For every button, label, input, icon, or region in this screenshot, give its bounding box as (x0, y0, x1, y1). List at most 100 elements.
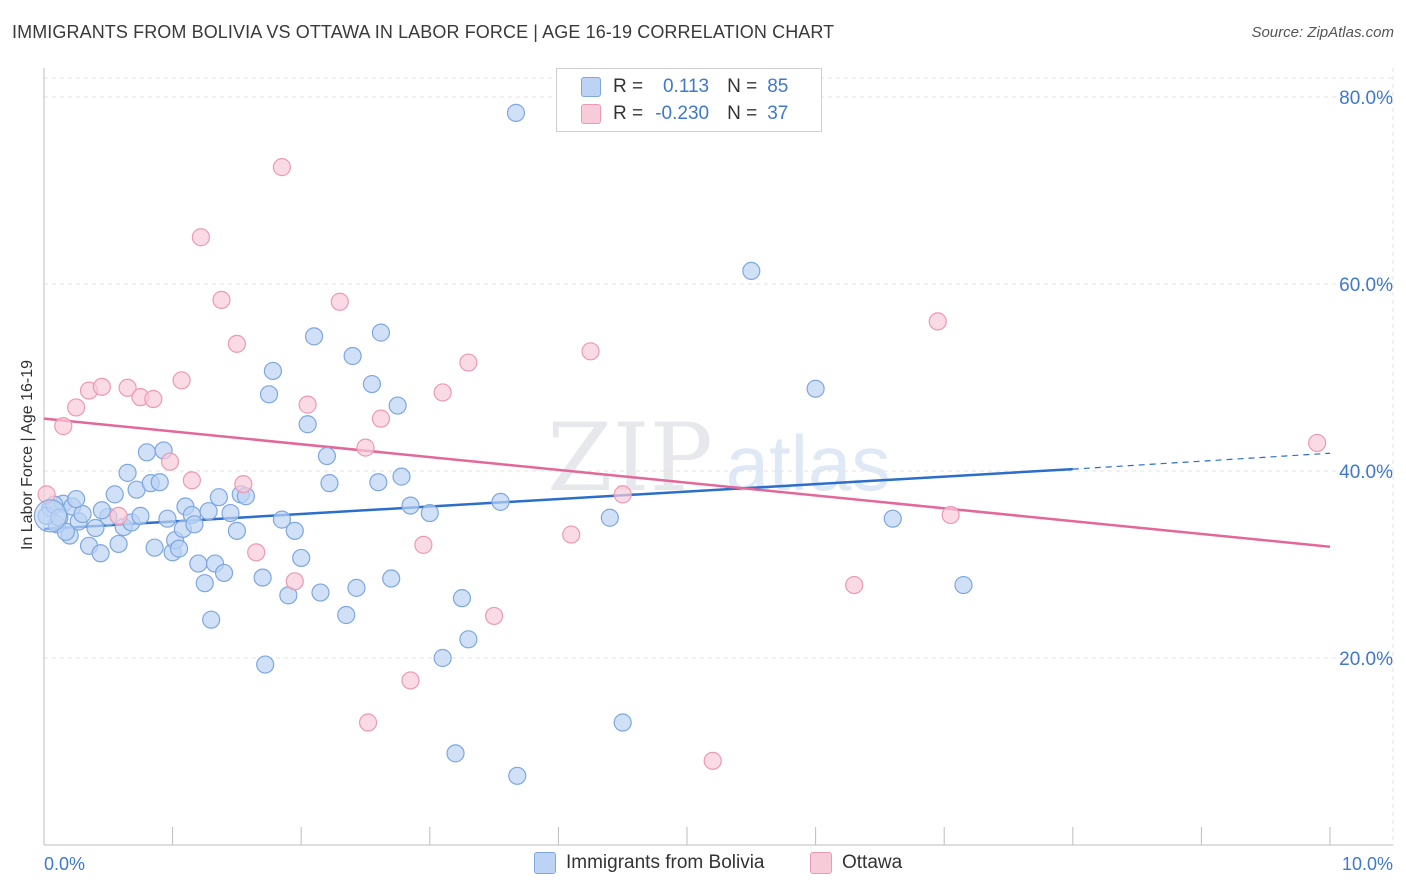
point-bolivia (199, 502, 218, 521)
legend-swatch-ottawa (581, 104, 601, 124)
r-value-ottawa: -0.230 (655, 103, 710, 124)
data-points (33, 103, 1327, 785)
point-bolivia (67, 489, 86, 509)
point-ottawa (401, 671, 420, 690)
trend-line-ottawa (43, 417, 1331, 548)
y-axis-label: In Labor Force | Age 16-19 (19, 359, 36, 551)
stats-row-ottawa: R = -0.230 N = 37 (581, 102, 788, 126)
point-ottawa (212, 290, 231, 309)
point-ottawa (92, 377, 111, 396)
point-bolivia (420, 503, 439, 523)
point-ottawa (298, 395, 317, 414)
point-ottawa (459, 353, 478, 372)
series-legend: Immigrants from Bolivia Ottawa (0, 852, 1406, 878)
legend-label-ottawa: Ottawa (842, 852, 903, 873)
point-bolivia (263, 361, 283, 381)
point-ottawa (928, 312, 947, 331)
point-bolivia (272, 510, 292, 529)
point-ottawa (703, 751, 722, 770)
point-ottawa (941, 505, 960, 525)
point-ottawa (272, 158, 292, 177)
point-bolivia-cluster (33, 499, 68, 533)
r-label: R = (613, 103, 644, 124)
n-value-ottawa: 37 (767, 103, 789, 124)
point-bolivia (202, 610, 221, 629)
point-bolivia (214, 563, 234, 583)
point-bolivia (392, 467, 411, 486)
point-ottawa (118, 378, 137, 397)
point-bolivia (600, 508, 619, 527)
trend-line-bolivia (43, 467, 1073, 531)
point-bolivia (446, 744, 465, 763)
legend-swatch-ottawa (810, 852, 832, 874)
point-ottawa (160, 452, 180, 471)
point-bolivia (292, 548, 311, 568)
point-bolivia (371, 323, 391, 342)
point-bolivia (227, 521, 246, 540)
point-bolivia (285, 521, 304, 540)
legend-swatch-bolivia (581, 77, 601, 97)
x-tick-labels: 0.0% 10.0% (44, 854, 1393, 874)
point-bolivia (209, 488, 228, 507)
stats-row-bolivia: R = 0.113 N = 85 (581, 75, 788, 99)
r-value-bolivia: 0.113 (662, 76, 710, 97)
point-ottawa (845, 575, 864, 595)
point-ottawa (356, 438, 375, 457)
point-bolivia (317, 446, 337, 466)
point-ottawa (172, 371, 191, 390)
y-tick-labels: 20.0% 40.0% 60.0% 80.0% (1339, 88, 1393, 670)
point-bolivia (259, 385, 279, 404)
point-bolivia (452, 589, 472, 608)
point-bolivia (298, 415, 317, 434)
point-bolivia (105, 485, 124, 504)
legend-item-ottawa[interactable]: Ottawa (810, 852, 902, 874)
point-bolivia (343, 346, 362, 366)
point-bolivia (91, 544, 110, 563)
point-bolivia (954, 575, 973, 595)
point-bolivia (86, 518, 105, 538)
point-bolivia (382, 569, 401, 588)
point-bolivia (433, 648, 452, 668)
point-bolivia (118, 463, 137, 482)
y-tick-label: 40.0% (1339, 462, 1393, 483)
point-ottawa (371, 409, 391, 428)
point-bolivia (131, 506, 150, 525)
axes (43, 68, 1394, 846)
point-bolivia (362, 374, 382, 394)
point-bolivia (320, 474, 339, 493)
gridlines (44, 77, 1393, 659)
point-ottawa (433, 383, 452, 402)
point-bolivia (253, 568, 272, 587)
point-ottawa (144, 389, 163, 409)
point-bolivia (109, 534, 128, 554)
point-bolivia (401, 496, 420, 515)
x-tick-label-min: 0.0% (44, 854, 85, 874)
point-ottawa (285, 572, 304, 591)
point-bolivia (150, 473, 169, 492)
point-bolivia (883, 509, 902, 528)
point-bolivia (145, 538, 164, 557)
point-ottawa (182, 471, 201, 490)
point-bolivia (506, 103, 526, 122)
watermark-atlas: atlas (726, 419, 891, 507)
point-bolivia (459, 630, 478, 649)
point-ottawa (581, 342, 600, 361)
point-ottawa (227, 334, 246, 353)
point-ottawa (54, 417, 73, 436)
point-ottawa (191, 228, 210, 247)
legend-item-bolivia[interactable]: Immigrants from Bolivia (534, 852, 765, 874)
point-ottawa (234, 474, 253, 494)
y-tick-label: 80.0% (1339, 88, 1393, 109)
n-label: N = (727, 76, 758, 97)
point-bolivia (369, 473, 388, 492)
x-tick-label-max: 10.0% (1342, 854, 1393, 874)
trend-line-bolivia-extension (1072, 452, 1331, 470)
point-bolivia (137, 443, 156, 462)
point-bolivia (508, 766, 527, 785)
point-bolivia (613, 713, 632, 732)
point-bolivia (337, 605, 356, 625)
point-ottawa (109, 506, 128, 525)
trend-lines (43, 417, 1331, 548)
point-bolivia (742, 261, 761, 281)
point-bolivia (189, 554, 208, 573)
